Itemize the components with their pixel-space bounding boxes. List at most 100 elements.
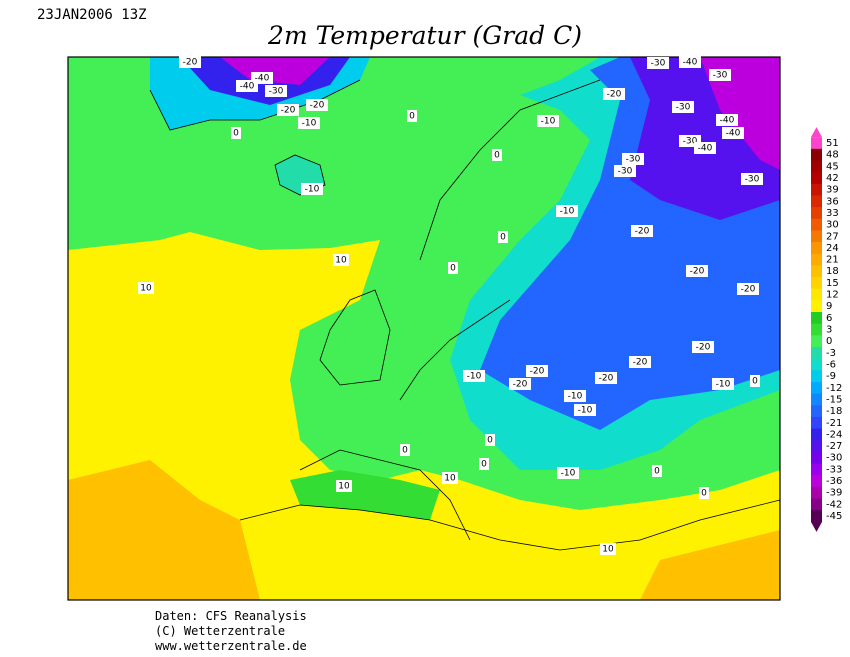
colorbar-label: 0 [826,336,832,347]
colorbar-label: 33 [826,208,839,219]
colorbar-label: 48 [826,150,839,161]
map-frame [67,56,781,601]
contour-label-box [686,265,708,277]
contour-label-box [595,372,617,384]
colorbar-swatch [811,137,822,150]
colorbar-label: -24 [826,429,842,440]
contour-label: -30 [676,103,691,113]
colorbar-label: 9 [826,301,832,312]
contour-label: -10 [541,117,556,127]
contour-label: -40 [726,129,741,139]
colorbar-swatch [811,195,822,208]
colorbar-swatch [811,416,822,430]
contour-label-box [716,114,738,126]
colorbar-swatch [811,160,822,173]
contour-label: 0 [752,377,758,387]
colorbar-label: -39 [826,488,842,499]
colorbar-swatch [811,463,822,476]
contour-label: -10 [568,392,583,402]
contour-label-box [712,378,734,390]
colorbar-swatch [811,218,822,231]
contour-label-box [138,282,154,294]
contour-label: -20 [690,267,705,277]
contour-label-box [448,262,458,274]
contour-label: 0 [701,489,707,499]
contour-label: -40 [698,144,713,154]
contour-label-box [737,283,759,295]
contour-label-box [679,56,701,68]
colorbar-label: -42 [826,499,842,510]
colorbar-label: 24 [826,243,839,254]
colorbar-label: 27 [826,231,839,242]
colorbar-swatch [811,475,822,488]
contour-label: -20 [513,380,528,390]
contour-label-box [741,173,763,185]
contour-label: 10 [602,545,614,555]
contour-label-box [231,127,241,139]
contour-label-box [333,254,349,266]
colorbar-label: -30 [826,453,842,464]
colorbar-swatch [811,405,822,418]
contour-label: 0 [494,151,500,161]
contour-label: 10 [444,474,456,484]
colorbar-label: -33 [826,464,842,475]
colorbar-label: -9 [826,371,836,382]
colorbar-label: 21 [826,255,839,266]
colorbar-tip [811,127,822,138]
colorbar-label: -27 [826,441,842,452]
contour-label: 0 [402,446,408,456]
map [68,57,780,600]
contour-label: 0 [500,233,506,243]
contour-label: -10 [305,185,320,195]
colorbar-swatch [811,370,822,383]
contour-label: 10 [335,256,347,266]
contour-label-box [336,480,352,492]
colorbar-swatch [811,230,822,243]
contour-label: -40 [240,82,255,92]
footer-line: (C) Wetterzentrale [155,624,285,638]
colorbar-swatch [811,253,822,266]
contour-label-box [600,543,616,555]
colorbar-swatch [811,242,822,255]
contour-label-box [631,225,653,237]
contour-label: -30 [745,175,760,185]
colorbar-label: 12 [826,290,839,301]
warm-zone [68,232,780,600]
date-label: 23JAN2006 13Z [37,7,147,23]
contour-label-box [498,231,508,243]
contour-label: 0 [409,112,415,122]
contour-label: -20 [281,106,296,116]
colorbar-swatch [811,358,822,371]
colorbar-label: 36 [826,196,839,207]
hot-zone [68,460,260,600]
contour-label-box [556,205,578,217]
contour-label: -30 [269,87,284,97]
contour-label-box [694,142,716,154]
contour-label-box [306,99,328,111]
colorbar-swatch [811,183,822,196]
contour-label: -10 [560,207,575,217]
colorbar-swatch [811,288,822,301]
contour-label: -20 [310,101,325,111]
contour-label-box [537,115,559,127]
contour-label-box [722,127,744,139]
contour-label: 10 [140,284,152,294]
title: 2m Temperatur (Grad C) [267,21,582,50]
contour-label: 0 [654,467,660,477]
colorbar-swatch [811,498,822,511]
colorbar-swatch [811,335,822,348]
contour-label: -10 [467,372,482,382]
contour-label: -20 [741,285,756,295]
contour-label: 0 [481,460,487,470]
contour-label: -40 [720,116,735,126]
contour-label-box [692,341,714,353]
contour-label: -20 [635,227,650,237]
contour-label: 0 [487,436,493,446]
colorbar-label: -45 [826,511,842,522]
colorbar-swatch [811,148,822,161]
contour-label-box [236,80,258,92]
contour-label-box [463,370,485,382]
colorbar-swatch [811,393,822,406]
contour-label-box [485,434,495,446]
